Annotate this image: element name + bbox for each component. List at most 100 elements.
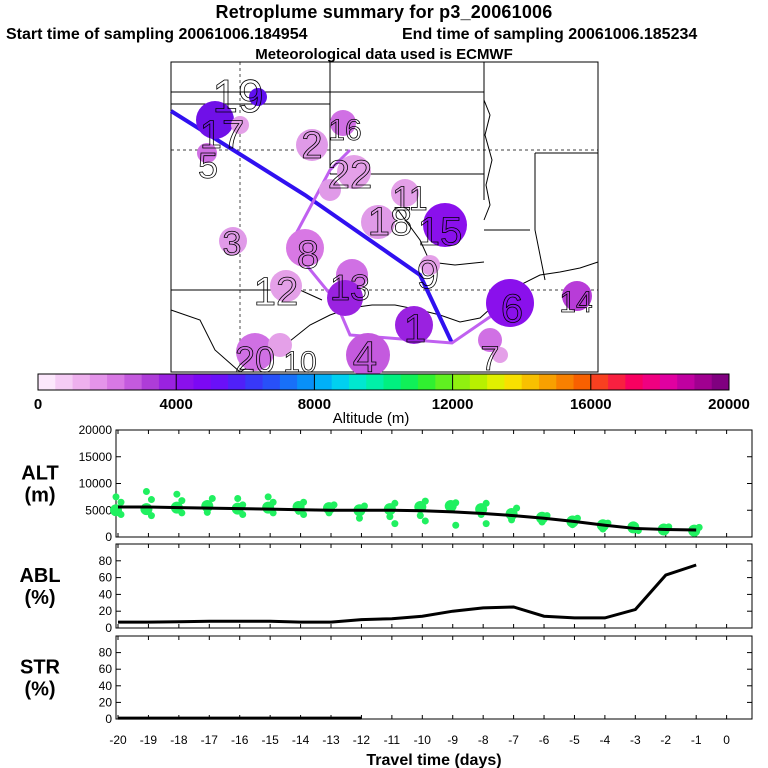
colorbar-swatch [694, 374, 713, 390]
x-tick-label: -13 [322, 733, 340, 747]
colorbar-label: Altitude (m) [333, 410, 410, 427]
colorbar-swatch [158, 374, 177, 390]
map-label: 12 [254, 270, 299, 314]
altitude-point [147, 512, 155, 520]
colorbar-swatch [141, 374, 160, 390]
altitude-point [234, 494, 242, 502]
y-tick-label: 80 [99, 646, 113, 660]
colorbar-tick-label: 20000 [708, 396, 750, 413]
colorbar-swatch [193, 374, 212, 390]
colorbar-tick-label: 12000 [432, 396, 474, 413]
plume-bubble [346, 333, 390, 377]
y-tick-label: 10000 [79, 477, 113, 491]
colorbar-swatch [504, 374, 523, 390]
x-tick-label: -17 [201, 733, 219, 747]
altitude-point [421, 497, 429, 505]
colorbar-swatch [366, 374, 384, 390]
colorbar-swatch [642, 374, 661, 390]
y-tick-label: 40 [99, 587, 113, 601]
colorbar-swatch [677, 374, 695, 390]
y-tick-label: 15000 [79, 450, 113, 464]
plume-bubble [219, 227, 247, 255]
panel-str: 0 20 40 60 80 STR(%) [20, 635, 753, 726]
y-tick-label: 20 [99, 604, 113, 618]
start-time-label: Start time of sampling 20061006.184954 [6, 26, 308, 43]
colorbar-swatch [469, 374, 488, 390]
altitude-point [538, 518, 546, 526]
plume-bubble [249, 88, 267, 106]
panel-ylabel: (m) [24, 485, 55, 507]
colorbar-swatch [625, 374, 644, 390]
colorbar-swatch [279, 374, 298, 390]
colorbar-swatch [89, 374, 108, 390]
plume-bubble [337, 155, 371, 189]
altitude-point [117, 511, 125, 519]
plume-bubble [296, 129, 328, 161]
panel-ylabel: (%) [24, 587, 55, 609]
map-label: 18 [368, 200, 413, 244]
colorbar-swatch [538, 374, 557, 390]
plume-bubble [330, 110, 356, 136]
page-title: Retroplume summary for p3_20061006 [215, 2, 553, 22]
altitude-point [482, 499, 490, 507]
x-axis-label: Travel time (days) [366, 752, 501, 768]
map-borders [170, 62, 598, 373]
colorbar-swatch [297, 374, 315, 390]
altitude-point [173, 490, 181, 498]
colorbar-tick-label: 8000 [298, 396, 331, 413]
colorbar-swatch [262, 374, 281, 390]
map-label: 15 [418, 210, 463, 254]
altitude-point [452, 521, 460, 529]
x-tick-label: -16 [231, 733, 249, 747]
plume-bubbles [196, 88, 592, 377]
altitude-point [142, 488, 150, 496]
plume-bubble [286, 229, 324, 267]
series-line [118, 563, 697, 624]
altitude-point [421, 517, 429, 525]
plume-bubble [478, 328, 502, 352]
altitude-point [269, 509, 277, 517]
colorbar-swatch [314, 374, 333, 390]
x-tick-label: -7 [508, 733, 519, 747]
colorbar-swatch [228, 374, 246, 390]
x-tick-label: -12 [353, 733, 371, 747]
altitude-point [391, 499, 399, 507]
altitude-point [360, 502, 368, 510]
panel-frame [115, 635, 753, 720]
colorbar-swatch [245, 374, 263, 390]
panel-frame [115, 543, 753, 629]
map-label: 2 [301, 125, 322, 167]
plume-bubble [395, 306, 433, 344]
map-label: 5 [198, 145, 218, 186]
x-tick-label: -19 [140, 733, 158, 747]
map-label: 11 [392, 180, 427, 218]
map-label: 14 [559, 286, 592, 319]
altitude-point [513, 504, 521, 512]
colorbar-swatch [38, 374, 56, 390]
altitude-point [330, 501, 338, 509]
colorbar-swatch [348, 374, 367, 390]
colorbar-tick-label: 16000 [570, 396, 612, 413]
altitude-point [416, 512, 424, 520]
altitude-point [239, 501, 247, 509]
map-label: 9 [417, 253, 439, 297]
panel-abl: 0 20 40 60 80 ABL(%) [19, 543, 753, 635]
x-tick-label: -20 [109, 733, 127, 747]
y-tick-label: 0 [105, 712, 112, 726]
colorbar-swatch [659, 374, 678, 390]
colorbar-swatch [418, 374, 436, 390]
coastline [239, 261, 599, 373]
colorbar-tick-label: 4000 [160, 396, 193, 413]
map-label: 22 [328, 153, 373, 197]
plume-bubble [486, 279, 534, 327]
y-tick-label: 60 [99, 662, 113, 676]
plume-bubble [423, 203, 467, 247]
plume-bubble [319, 179, 341, 201]
colorbar-swatch [400, 374, 419, 390]
plume-bubble [270, 270, 302, 302]
plume-bubble [391, 179, 419, 207]
colorbar-frame [37, 373, 730, 391]
altitude-point [300, 498, 308, 506]
x-tick-label: -4 [600, 733, 611, 747]
